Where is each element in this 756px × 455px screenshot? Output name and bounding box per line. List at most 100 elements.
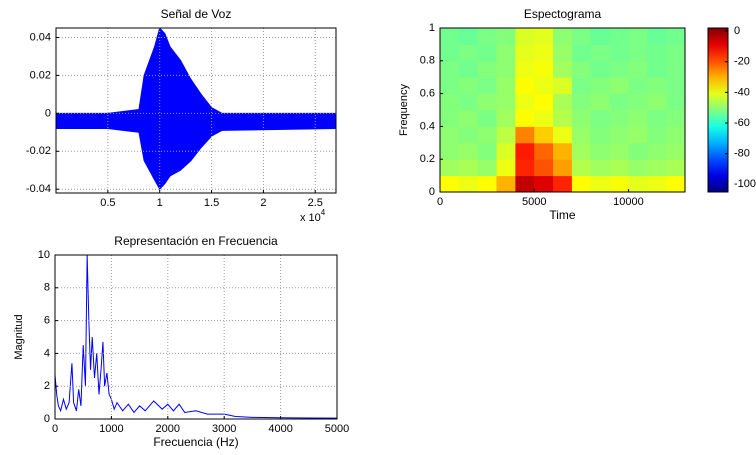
heat-cell	[666, 44, 685, 62]
heat-cell	[534, 93, 554, 111]
heat-cell	[647, 126, 667, 144]
heat-cell	[477, 110, 498, 127]
x-axis-label: Frecuencia (Hz)	[153, 435, 238, 449]
heat-cell	[458, 93, 479, 111]
heat-cell	[553, 142, 573, 160]
heat-cell	[515, 142, 535, 160]
heat-cell	[440, 175, 460, 192]
heat-cell	[515, 28, 535, 45]
heat-cell	[628, 142, 648, 160]
heat-cell	[628, 77, 648, 95]
heat-cell	[534, 142, 554, 160]
heat-cell	[553, 175, 573, 192]
heat-cell	[440, 60, 460, 78]
x-tick-label: 4000	[268, 423, 292, 435]
x-tick-label: 3000	[212, 423, 236, 435]
heat-cell	[571, 60, 592, 78]
y-tick-label: 10	[38, 249, 50, 261]
heat-cell	[458, 175, 479, 192]
heat-cell	[534, 44, 554, 62]
plot-content	[55, 255, 337, 419]
chart-title: Espectograma	[524, 7, 602, 21]
heat-cell	[496, 77, 516, 95]
x-tick-label: 0.5	[100, 197, 115, 209]
heat-cell	[477, 77, 498, 95]
x-tick-label: 1.5	[204, 197, 219, 209]
heat-cell	[590, 142, 611, 160]
heat-cell	[515, 77, 535, 95]
heat-cell	[496, 126, 516, 144]
heat-cell	[477, 44, 498, 62]
heat-cell	[534, 77, 554, 95]
y-tick-label: 2	[44, 380, 50, 392]
colorbar-tick-label: -40	[734, 86, 750, 98]
heat-cell	[647, 159, 667, 177]
axes-box	[439, 27, 686, 193]
colorbar-tick-label: -80	[734, 148, 750, 160]
colorbar	[707, 27, 729, 193]
heat-cell	[647, 110, 667, 127]
heat-cell	[609, 126, 629, 144]
heat-cell	[647, 28, 667, 45]
heat-cell	[496, 159, 516, 177]
x-tick-label: 2	[260, 197, 266, 209]
heat-cell	[571, 126, 592, 144]
x-tick-label: 2.5	[308, 197, 323, 209]
heat-cell	[496, 175, 516, 192]
heat-cell	[440, 142, 460, 160]
heat-cell	[496, 142, 516, 160]
colorbar-tick-label: 0	[734, 25, 740, 37]
heat-cell	[647, 60, 667, 78]
heat-cell	[553, 159, 573, 177]
y-tick-label: 0	[429, 186, 435, 198]
heat-cell	[628, 60, 648, 78]
x-tick-label: 5000	[325, 423, 349, 435]
heat-cell	[534, 110, 554, 127]
heat-cell	[458, 28, 479, 45]
heat-cell	[515, 126, 535, 144]
heat-cell	[628, 93, 648, 111]
heat-cell	[534, 28, 554, 45]
y-tick-label: 1	[429, 22, 435, 34]
y-axis-label: Magnitud	[13, 314, 25, 359]
heat-cell	[590, 44, 611, 62]
heat-cell	[609, 44, 629, 62]
y-tick-label: 0.8	[420, 55, 435, 67]
chart-title: Representación en Frecuencia	[114, 234, 278, 248]
heat-cell	[553, 126, 573, 144]
heat-cell	[477, 159, 498, 177]
heat-cell	[477, 126, 498, 144]
heat-cell	[647, 44, 667, 62]
heat-cell	[496, 93, 516, 111]
x-tick-label: 1	[157, 197, 163, 209]
signal-envelope	[56, 28, 336, 191]
heat-cell	[458, 110, 479, 127]
heat-cell	[458, 44, 479, 62]
heat-cell	[534, 175, 554, 192]
heat-cell	[590, 93, 611, 111]
heat-cell	[628, 110, 648, 127]
heat-cell	[590, 28, 611, 45]
heat-cell	[496, 60, 516, 78]
heat-cell	[590, 126, 611, 144]
heat-cell	[515, 110, 535, 127]
x-tick-label: 2000	[156, 423, 180, 435]
heat-cell	[590, 77, 611, 95]
heat-cell	[515, 93, 535, 111]
heat-cell	[666, 159, 685, 177]
y-tick-label: 0.2	[420, 153, 435, 165]
heat-cell	[590, 110, 611, 127]
spectrum-line	[55, 255, 337, 419]
heat-cell	[571, 159, 592, 177]
heat-cell	[647, 77, 667, 95]
y-tick-label: 0	[44, 413, 50, 425]
x-tick-label: 5000	[522, 196, 546, 208]
heat-cell	[458, 77, 479, 95]
y-axis-label: Frequency	[398, 84, 410, 136]
heat-cell	[477, 93, 498, 111]
heat-cell	[571, 44, 592, 62]
plot-area	[55, 255, 337, 419]
heat-cell	[477, 175, 498, 192]
heat-cell	[496, 28, 516, 45]
